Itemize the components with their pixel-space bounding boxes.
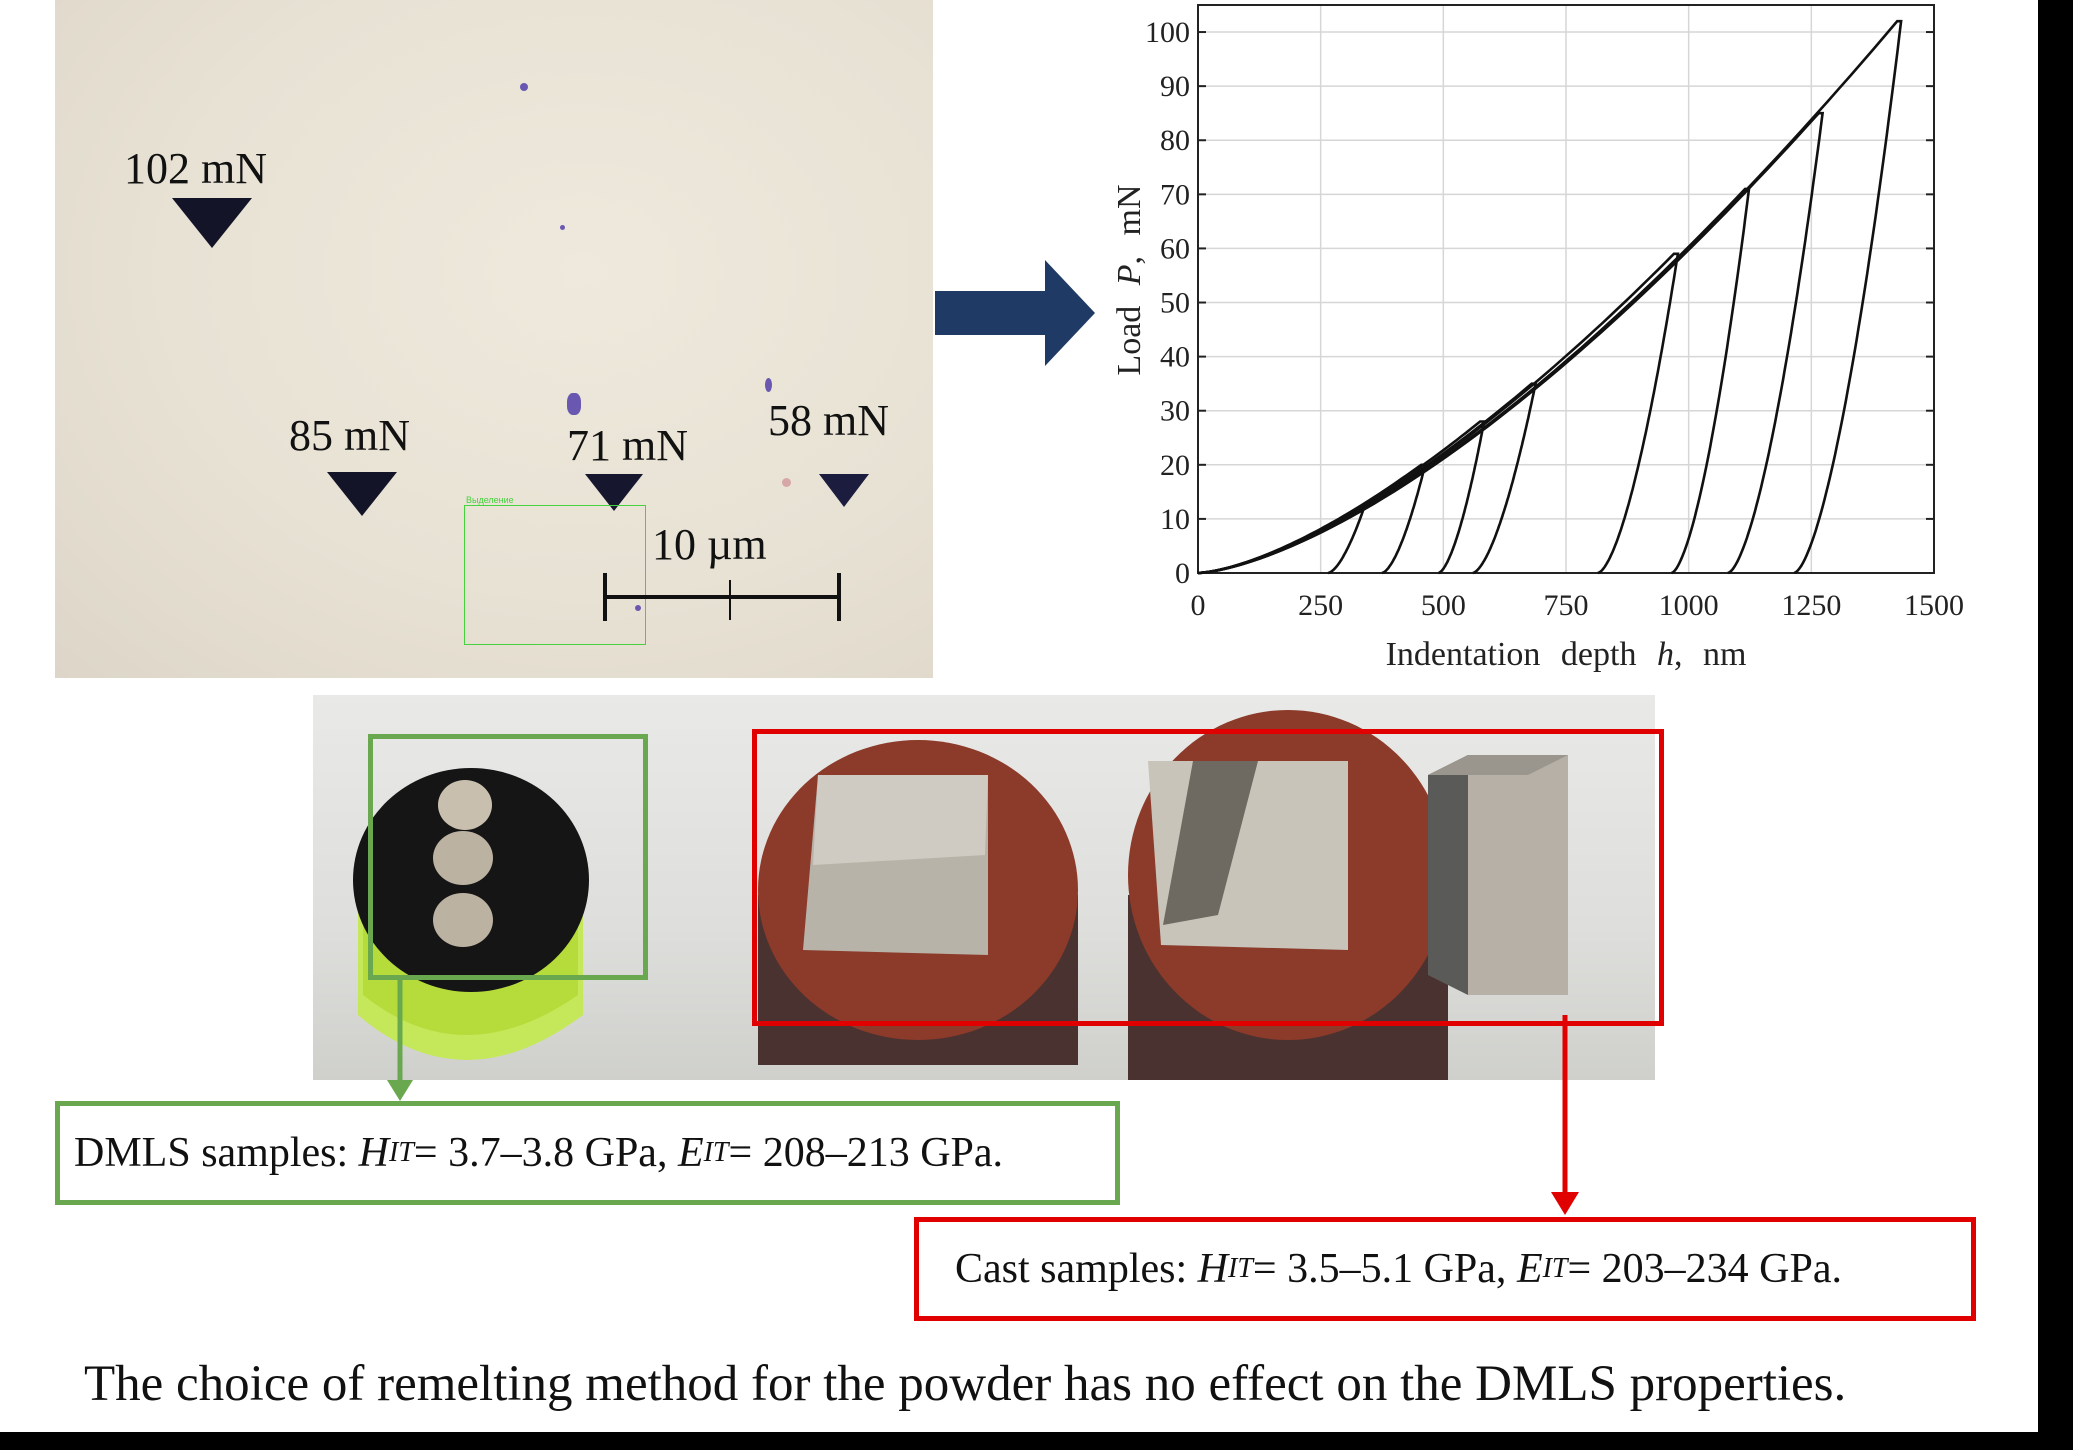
dmls-hardness-subscript: IT	[389, 1137, 414, 1168]
y-tick-label: 90	[1160, 70, 1190, 103]
chart-grid	[1197, 5, 1935, 574]
micrograph: 102 mN 85 mN 71 mN 58 mN Выделение 10 µm	[55, 0, 933, 678]
cast-sample-3	[1428, 755, 1568, 995]
stain-spot	[520, 83, 528, 91]
conclusion-text: The choice of remelting method for the p…	[84, 1356, 1847, 1412]
scale-bar-tick	[729, 580, 731, 620]
right-arrow-icon	[935, 260, 1095, 366]
dmls-sample	[353, 768, 589, 1060]
plot-frame	[1197, 4, 1935, 574]
cast-highlight-box	[752, 729, 1664, 1026]
selection-box	[464, 505, 646, 645]
selection-caption: Выделение	[466, 495, 514, 505]
dmls-modulus-subscript: IT	[703, 1137, 729, 1168]
green-connector-arrow	[387, 975, 413, 1101]
y-tick-label: 40	[1160, 341, 1190, 374]
dmls-modulus-value: = 208–213 GPa.	[728, 1130, 1004, 1176]
figure-canvas: 102 mN 85 mN 71 mN 58 mN Выделение 10 µm…	[0, 0, 2038, 1432]
x-axis-title: Indentation depth h, nm	[1386, 636, 1747, 673]
y-tick-label: 20	[1160, 449, 1190, 482]
x-tick-label: 750	[1544, 589, 1589, 622]
y-tick-label: 100	[1145, 16, 1190, 49]
load-depth-chart: 0 250 500 750 1000 1250 1500 0 10 20 30 40 50 60 70 80 9…	[1111, 4, 1964, 673]
load-label-71: 71 mN	[567, 421, 688, 470]
load-label-102: 102 mN	[124, 144, 267, 193]
y-tick-label: 80	[1160, 124, 1190, 157]
bottom-border	[0, 1432, 2073, 1450]
x-tick-label: 1500	[1904, 589, 1964, 622]
scale-bar-label: 10 µm	[652, 520, 767, 569]
y-tick-label: 60	[1160, 232, 1190, 265]
right-border	[2038, 0, 2073, 1450]
cast-modulus-subscript: IT	[1542, 1253, 1568, 1284]
indent-mark	[819, 474, 869, 507]
cast-sample-2	[1128, 710, 1448, 1080]
y-tick-label: 10	[1160, 503, 1190, 536]
x-tick-label: 250	[1298, 589, 1343, 622]
scale-bar	[603, 595, 841, 599]
load-label-85: 85 mN	[289, 411, 410, 460]
y-tick-label: 30	[1160, 395, 1190, 428]
load-label-58: 58 mN	[768, 396, 889, 445]
cast-hardness-subscript: IT	[1228, 1253, 1253, 1284]
x-tick-label: 1250	[1781, 589, 1841, 622]
load-unload-curve	[1197, 420, 1486, 575]
indent-mark	[585, 474, 643, 511]
samples-photo	[313, 695, 1655, 1080]
load-unload-curve	[1197, 187, 1751, 575]
cast-modulus-value: = 203–234 GPa.	[1567, 1246, 1843, 1292]
x-tick-label: 500	[1421, 589, 1466, 622]
chart-curves	[1197, 19, 1903, 575]
stain-spot	[782, 478, 791, 487]
cast-modulus-symbol: E	[1516, 1246, 1543, 1292]
cast-note: Cast samples: H IT = 3.5–5.1 GPa, E IT = 203…	[914, 1217, 1976, 1321]
dmls-highlight-box	[368, 734, 648, 980]
stain-spot	[635, 605, 641, 611]
dmls-modulus-symbol: E	[677, 1130, 704, 1176]
cast-hardness-symbol: H	[1197, 1246, 1228, 1292]
stain-spot	[560, 225, 565, 230]
indent-mark	[172, 198, 252, 248]
scale-bar-tick	[837, 573, 841, 621]
load-unload-curve	[1197, 19, 1903, 575]
scale-bar-tick	[603, 573, 607, 621]
dmls-hardness-value: = 3.7–3.8 GPa,	[413, 1130, 668, 1176]
cast-hardness-value: = 3.5–5.1 GPa,	[1252, 1246, 1507, 1292]
chart-ticks: 0 250 500 750 1000 1250 1500 0 10 20 30 40 50 60 70 80 9…	[1145, 16, 1964, 622]
dmls-note: DMLS samples: H IT = 3.7–3.8 GPa, E IT = 208…	[55, 1101, 1120, 1205]
stain-spot	[765, 378, 772, 392]
red-connector-arrow	[1551, 1015, 1579, 1215]
y-tick-label: 70	[1160, 178, 1190, 211]
cast-note-prefix: Cast samples:	[955, 1246, 1188, 1292]
x-tick-label: 0	[1191, 589, 1206, 622]
x-tick-label: 1000	[1659, 589, 1719, 622]
dmls-note-prefix: DMLS samples:	[74, 1130, 349, 1176]
load-unload-curve	[1197, 382, 1538, 575]
y-tick-label: 50	[1160, 287, 1190, 320]
dmls-hardness-symbol: H	[358, 1130, 390, 1176]
y-axis-title: Load P, mN	[1111, 184, 1148, 375]
load-unload-curve	[1197, 252, 1680, 575]
stain-spot	[567, 393, 581, 415]
indent-mark	[327, 472, 397, 516]
y-tick-label: 0	[1175, 557, 1190, 590]
